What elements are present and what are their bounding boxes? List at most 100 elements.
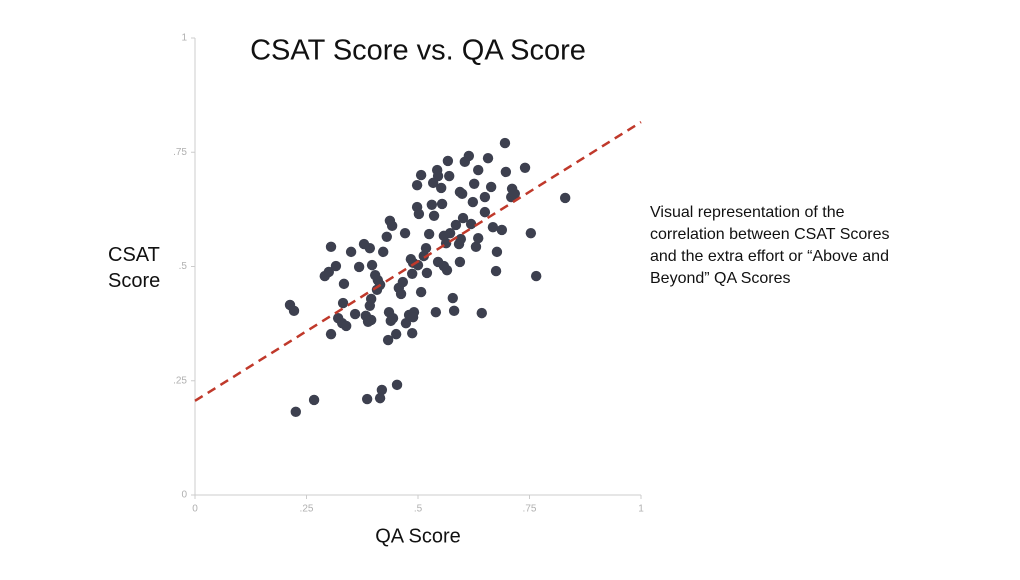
x-axis-label: QA Score: [375, 525, 461, 547]
point: [430, 307, 442, 318]
point: [519, 162, 531, 173]
point: [415, 286, 427, 298]
point: [395, 288, 407, 300]
point: [525, 227, 537, 239]
y-axis-label: CSAT Score: [108, 244, 161, 292]
trend-line: [194, 121, 642, 402]
point: [411, 179, 423, 191]
point: [465, 218, 477, 230]
point: [444, 170, 455, 182]
point: [432, 170, 444, 182]
point: [436, 198, 448, 210]
point: [362, 316, 374, 327]
point: [400, 317, 412, 329]
point: [500, 166, 512, 178]
point: [325, 241, 337, 253]
point: [386, 220, 398, 232]
point: [349, 308, 361, 320]
point: [485, 181, 497, 193]
y-tick-label: .75: [173, 147, 187, 158]
point: [450, 219, 462, 231]
point: [397, 276, 409, 288]
point: [421, 267, 433, 279]
point: [487, 221, 499, 233]
point: [428, 210, 440, 221]
annotation-line: Visual representation of the: [650, 204, 845, 221]
point: [482, 152, 494, 164]
point: [378, 246, 389, 258]
y-tick-label: .25: [173, 375, 187, 386]
point: [376, 384, 388, 396]
point: [423, 228, 435, 240]
point: [364, 243, 376, 254]
point: [415, 169, 427, 181]
point: [490, 265, 502, 277]
point: [290, 406, 301, 418]
point: [364, 300, 376, 312]
point: [361, 393, 373, 405]
point: [420, 243, 432, 254]
point: [407, 328, 418, 339]
point: [444, 227, 456, 239]
point: [288, 305, 300, 317]
point: [338, 278, 350, 290]
annotation-line: and the extra effort or “Above and: [650, 248, 889, 265]
x-tick-label: .5: [414, 504, 423, 515]
point: [496, 224, 508, 236]
point: [308, 394, 320, 406]
point: [499, 137, 511, 149]
x-tick-label: 1: [638, 504, 644, 515]
annotation-line: Beyond” QA Scores: [650, 270, 791, 287]
point: [399, 227, 411, 239]
point: [530, 270, 542, 282]
point: [325, 328, 337, 340]
x-tick-label: .25: [300, 504, 314, 515]
point: [435, 182, 447, 194]
point: [559, 192, 571, 204]
point: [323, 266, 334, 278]
x-tick-label: .75: [523, 504, 537, 515]
point: [454, 256, 466, 268]
point: [468, 178, 480, 189]
point: [448, 305, 460, 317]
point: [470, 241, 482, 253]
y-tick-label: 1: [181, 33, 187, 44]
point: [337, 297, 349, 309]
point: [407, 312, 419, 323]
point: [467, 196, 479, 208]
point: [473, 164, 484, 176]
point: [382, 334, 394, 346]
point: [374, 392, 386, 404]
point: [476, 307, 487, 319]
point: [413, 208, 425, 220]
point: [479, 206, 491, 218]
point: [447, 292, 458, 304]
y-tick-label: 0: [181, 490, 187, 501]
point: [391, 379, 403, 391]
annotation-line: correlation between CSAT Scores: [650, 226, 890, 243]
x-tick-label: 0: [192, 504, 198, 515]
y-tick-label: .5: [179, 261, 188, 272]
point: [509, 188, 520, 200]
point: [330, 260, 342, 272]
point: [426, 199, 438, 211]
point: [441, 264, 453, 276]
point: [345, 246, 357, 258]
point: [366, 259, 378, 271]
point: [390, 328, 402, 340]
point: [463, 150, 475, 162]
point: [387, 312, 399, 324]
point: [479, 191, 491, 203]
point: [340, 320, 352, 332]
point: [381, 231, 392, 242]
point: [353, 261, 365, 273]
point: [456, 188, 468, 200]
point: [442, 155, 454, 167]
point: [455, 233, 467, 245]
point: [457, 212, 469, 224]
point: [491, 246, 503, 258]
point: [407, 268, 418, 280]
chart-title: CSAT Score vs. QA Score: [250, 35, 586, 67]
